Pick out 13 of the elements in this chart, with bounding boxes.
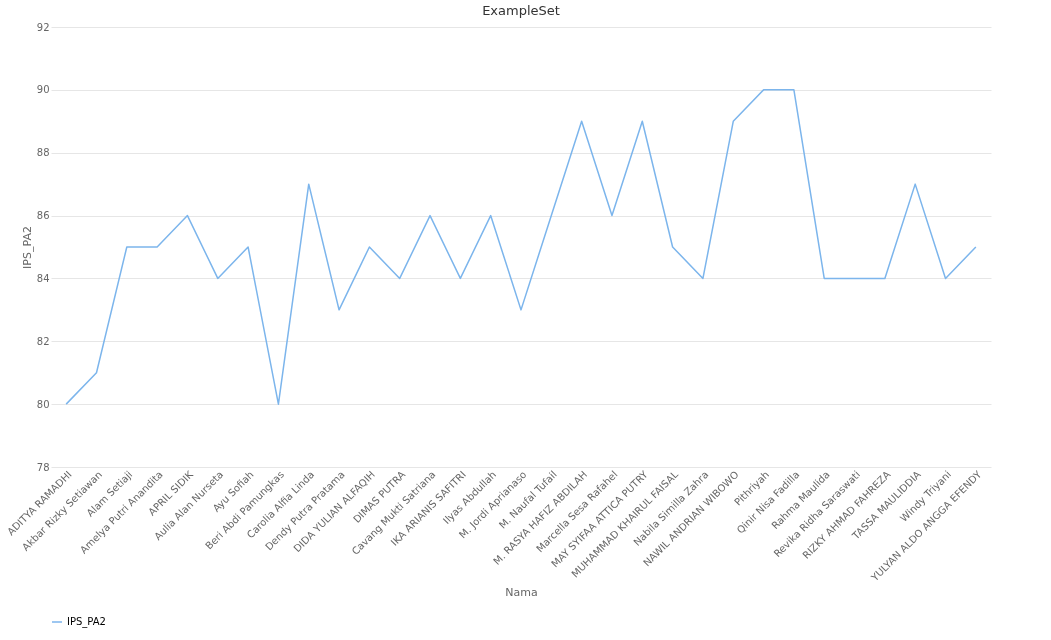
y-tick-label: 86 xyxy=(36,210,50,222)
x-axis-title: Nama xyxy=(505,586,538,600)
line-series xyxy=(65,89,977,405)
y-tick-label: 90 xyxy=(36,84,50,96)
chart-title: ExampleSet xyxy=(482,3,560,18)
y-axis-title: IPS_PA2 xyxy=(20,226,34,269)
y-tick-label: 84 xyxy=(36,272,50,284)
y-tick-label: 78 xyxy=(36,461,50,473)
y-tick-label: 92 xyxy=(36,21,50,33)
legend-label: IPS_PA2 xyxy=(67,616,106,628)
y-tick-label: 88 xyxy=(36,147,50,159)
y-tick-label: 82 xyxy=(36,335,50,347)
y-tick-label: 80 xyxy=(36,398,50,410)
